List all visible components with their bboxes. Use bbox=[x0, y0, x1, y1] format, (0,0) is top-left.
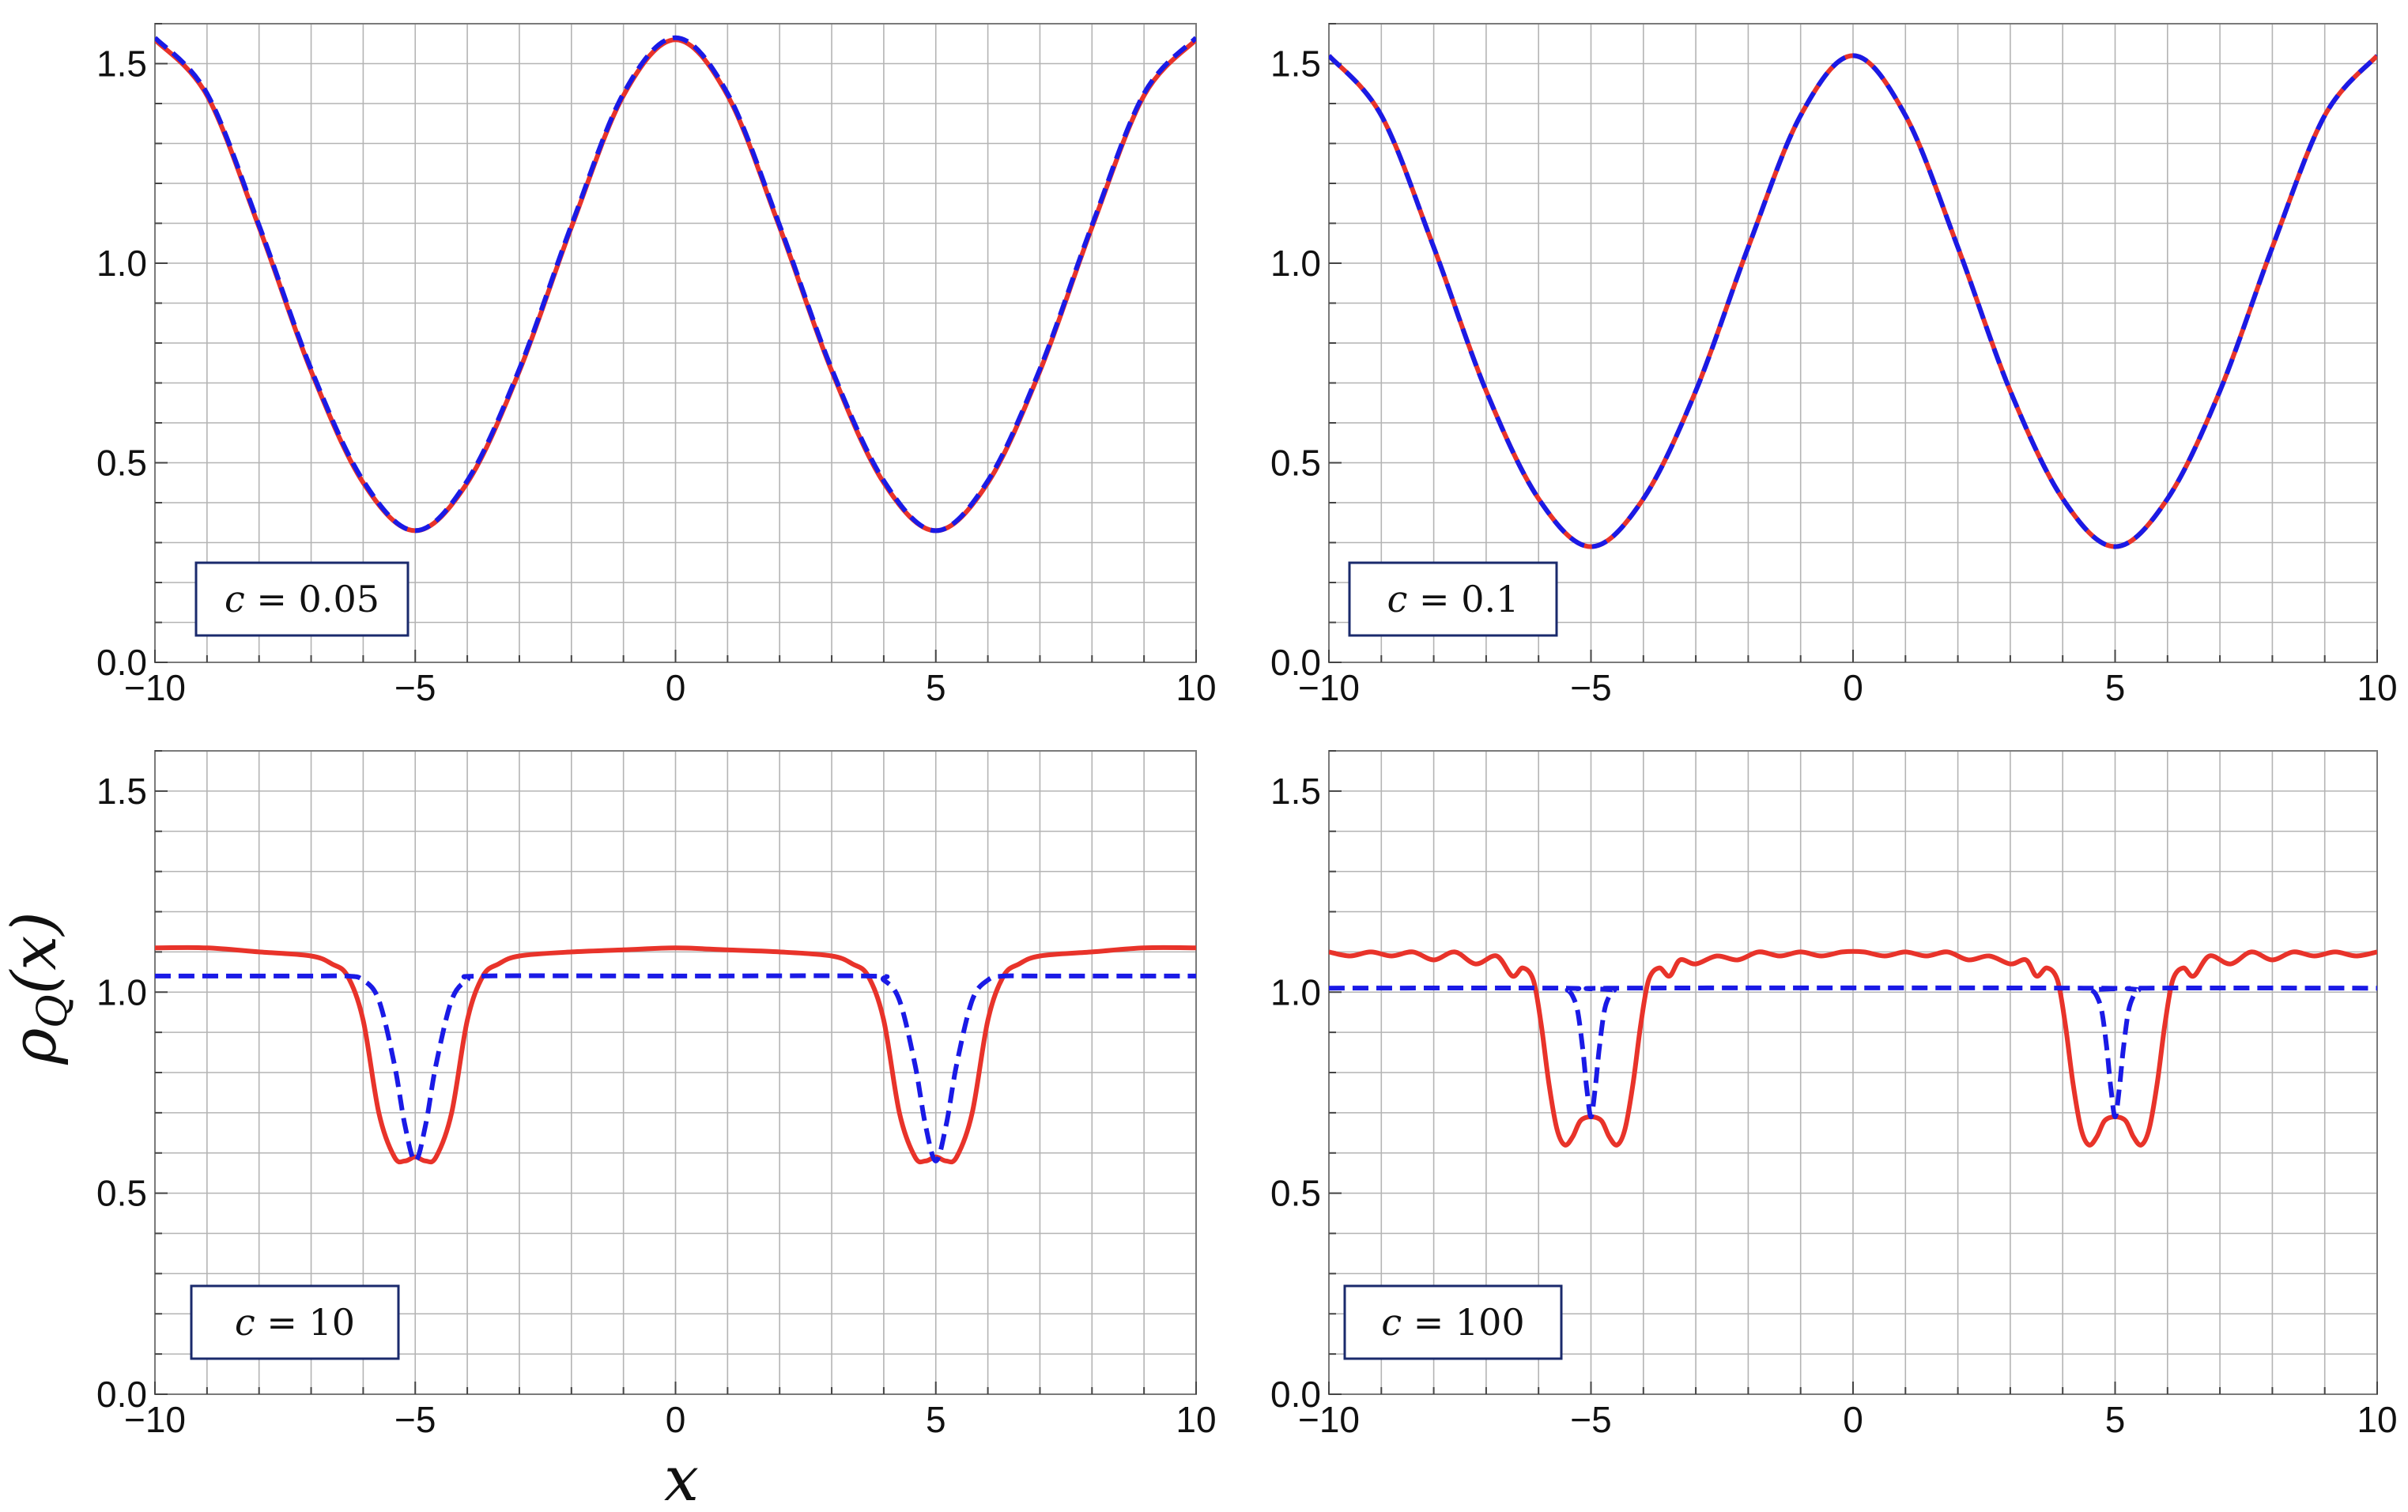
y-tick-label: 0.5 bbox=[96, 443, 147, 484]
y-tick-label: 0.5 bbox=[1270, 1173, 1321, 1214]
x-tick-label: 5 bbox=[926, 667, 946, 708]
parameter-label: c = 100 bbox=[1381, 1301, 1524, 1344]
y-tick-label: 1.5 bbox=[96, 771, 147, 812]
y-tick-label: 0.0 bbox=[1270, 642, 1321, 683]
x-tick-label: −5 bbox=[394, 667, 436, 708]
series-dashed-line bbox=[1329, 985, 2377, 1119]
x-tick-label: 5 bbox=[926, 1399, 946, 1440]
panel-top-left: −10 −5 0 5 10 0.0 0.5 1.0 1.5 c = 0.05 bbox=[96, 23, 1217, 708]
y-tick-label: 1.5 bbox=[1270, 43, 1321, 85]
x-tick-label: −5 bbox=[1570, 667, 1611, 708]
y-tick-label: 0.0 bbox=[1270, 1374, 1321, 1415]
series-group bbox=[155, 945, 1196, 1165]
tick-marks bbox=[154, 23, 1197, 663]
y-tick-label: 1.0 bbox=[1270, 243, 1321, 284]
series-solid-line bbox=[1329, 948, 2377, 1148]
parameter-label-box bbox=[1348, 561, 1558, 637]
y-tick-label: 1.0 bbox=[96, 243, 147, 284]
x-tick-label: −5 bbox=[1570, 1399, 1611, 1440]
parameter-label: c = 10 bbox=[235, 1301, 355, 1344]
x-tick-label: −5 bbox=[394, 1399, 436, 1440]
x-tick-label: 10 bbox=[1176, 667, 1216, 708]
parameter-label-box bbox=[194, 561, 410, 637]
panel-bottom-left: −10 −5 0 5 10 0.0 0.5 1.0 1.5 c = 10 bbox=[96, 750, 1217, 1440]
grid-lines bbox=[1328, 23, 2378, 663]
panel-bottom-right: −10 −5 0 5 10 0.0 0.5 1.0 1.5 c = 100 bbox=[1270, 750, 2398, 1440]
y-tick-label: 1.0 bbox=[96, 971, 147, 1012]
tick-marks bbox=[1328, 23, 2378, 663]
y-tick-label: 0.5 bbox=[96, 1173, 147, 1214]
x-tick-label: −10 bbox=[1298, 1399, 1360, 1440]
parameter-label: c = 0.05 bbox=[225, 578, 379, 620]
parameter-label-box bbox=[1343, 1284, 1563, 1360]
series-dashed-line bbox=[155, 35, 1196, 534]
x-tick-label: 10 bbox=[1176, 1399, 1216, 1440]
series-group bbox=[1329, 948, 2377, 1148]
series-dashed-line bbox=[1329, 53, 2377, 549]
series-group bbox=[1329, 53, 2377, 549]
tick-marks bbox=[154, 750, 1197, 1395]
x-tick-label: 0 bbox=[666, 1399, 686, 1440]
parameter-label: c = 0.1 bbox=[1387, 578, 1519, 620]
x-tick-label: 10 bbox=[2357, 667, 2397, 708]
x-tick-label: 10 bbox=[2357, 1399, 2397, 1440]
x-tick-label: 0 bbox=[666, 667, 686, 708]
series-dashed-line bbox=[155, 973, 1196, 1163]
x-tick-label: 5 bbox=[2105, 667, 2126, 708]
tick-marks bbox=[1328, 750, 2378, 1395]
y-tick-label: 1.5 bbox=[96, 43, 147, 85]
y-tick-label: 0.5 bbox=[1270, 443, 1321, 484]
panel-top-right: −10 −5 0 5 10 0.0 0.5 1.0 1.5 c = 0.1 bbox=[1270, 23, 2398, 708]
shared-y-axis-label: ρQ(x) bbox=[0, 911, 77, 1065]
x-tick-label: 0 bbox=[1843, 1399, 1863, 1440]
y-tick-label: 1.5 bbox=[1270, 771, 1321, 812]
y-tick-label: 0.0 bbox=[96, 1374, 147, 1415]
series-solid-line bbox=[155, 945, 1196, 1165]
shared-x-axis-label: x bbox=[664, 1444, 699, 1512]
x-tick-label: −10 bbox=[1298, 667, 1360, 708]
parameter-label-box bbox=[190, 1284, 400, 1360]
y-tick-label: 0.0 bbox=[96, 642, 147, 683]
series-group bbox=[155, 35, 1196, 534]
x-tick-label: 5 bbox=[2105, 1399, 2126, 1440]
y-tick-label: 1.0 bbox=[1270, 971, 1321, 1012]
x-tick-label: 0 bbox=[1843, 667, 1863, 708]
x-tick-label: −10 bbox=[124, 1399, 186, 1440]
x-tick-label: −10 bbox=[124, 667, 186, 708]
